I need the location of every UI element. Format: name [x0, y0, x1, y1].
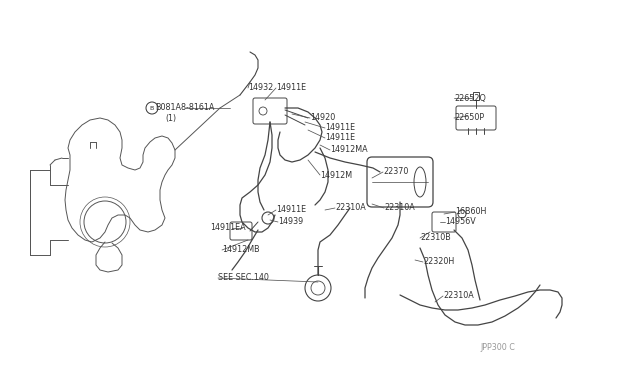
- Text: 22650P: 22650P: [454, 113, 484, 122]
- Text: 22320H: 22320H: [423, 257, 454, 266]
- Bar: [473, 92, 479, 100]
- Text: 14912MA: 14912MA: [330, 145, 367, 154]
- Text: (1): (1): [165, 113, 176, 122]
- Text: 14956V: 14956V: [445, 218, 476, 227]
- Text: 14912M: 14912M: [320, 170, 352, 180]
- Text: 22310A: 22310A: [335, 203, 365, 212]
- Text: 22652Q: 22652Q: [454, 93, 486, 103]
- Text: 22310A: 22310A: [443, 292, 474, 301]
- Text: 14939: 14939: [278, 218, 303, 227]
- Text: 16B60H: 16B60H: [455, 208, 486, 217]
- Text: JPP300 C: JPP300 C: [480, 343, 515, 353]
- Text: 14920: 14920: [310, 113, 335, 122]
- Text: 14932: 14932: [248, 83, 273, 93]
- Text: SEE SEC.140: SEE SEC.140: [218, 273, 269, 282]
- Text: 14911E: 14911E: [276, 83, 306, 93]
- Text: 22310A: 22310A: [384, 203, 415, 212]
- Text: B: B: [150, 106, 154, 110]
- Text: 22310B: 22310B: [420, 234, 451, 243]
- Text: 14912MB: 14912MB: [222, 246, 260, 254]
- Text: 14911EA: 14911EA: [210, 224, 246, 232]
- Text: 14911E: 14911E: [276, 205, 306, 215]
- Text: 14911E: 14911E: [325, 124, 355, 132]
- Text: 22370: 22370: [383, 167, 408, 176]
- Text: B081A8-8161A: B081A8-8161A: [155, 103, 214, 112]
- Text: 14911E: 14911E: [325, 134, 355, 142]
